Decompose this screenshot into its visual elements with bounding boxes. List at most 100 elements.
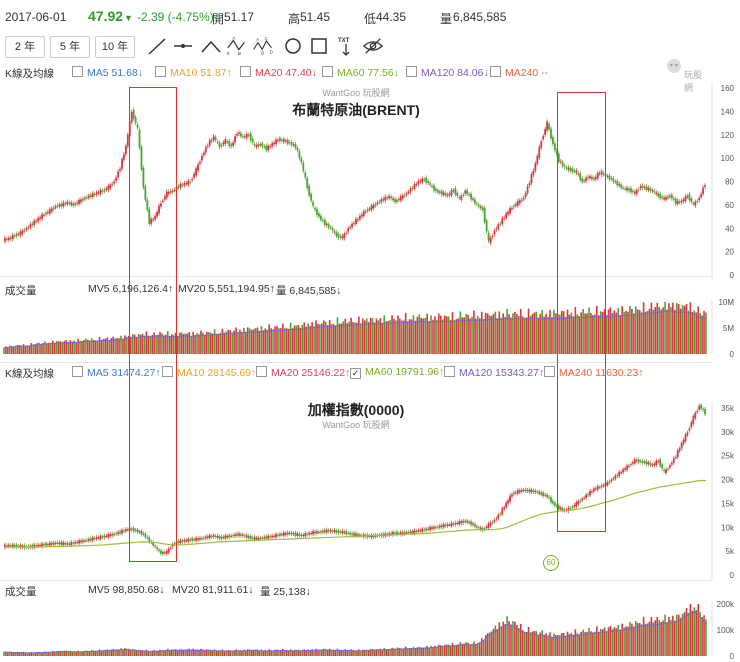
- taiex-ma10-toggle[interactable]: MA10 28145.69↑: [162, 366, 256, 379]
- volume-bar: [496, 318, 499, 354]
- checkbox[interactable]: [444, 366, 455, 377]
- candle: [409, 531, 412, 534]
- taiex-ma5-toggle[interactable]: MA5 31474.27↑: [72, 366, 161, 379]
- candle: [639, 186, 642, 189]
- candle: [101, 190, 104, 192]
- horizontal-line-icon[interactable]: [172, 34, 194, 58]
- candle: [298, 151, 301, 159]
- volume-bar: [149, 651, 152, 656]
- candle: [598, 172, 601, 174]
- candle: [72, 203, 75, 206]
- abcd-pattern-icon[interactable]: A0 B: [226, 34, 248, 58]
- volume-bar: [147, 335, 150, 354]
- volume-bar: [172, 335, 175, 354]
- volume-bar: [311, 649, 313, 656]
- brent-ma10-toggle[interactable]: MA10 51.87↑: [155, 66, 232, 79]
- volume-bar: [338, 323, 341, 354]
- volume-bar: [514, 311, 516, 354]
- checkbox[interactable]: [544, 366, 555, 377]
- range-2y-button[interactable]: 2 年: [5, 36, 45, 58]
- taiex-ma10-label: MA10 28145.69↑: [177, 367, 257, 379]
- rectangle-tool-icon[interactable]: [308, 34, 330, 58]
- taiex-ma60-toggle[interactable]: ✓ MA60 19791.96↑: [350, 366, 444, 379]
- candle: [536, 491, 539, 493]
- volume-bar: [644, 624, 647, 656]
- volume-bar: [63, 650, 66, 656]
- volume-bar: [239, 329, 241, 354]
- candle: [160, 203, 162, 207]
- taiex-ma240-toggle[interactable]: MA240 11630.23↑: [544, 366, 643, 379]
- candle: [255, 537, 258, 540]
- volume-bar: [601, 311, 604, 354]
- candle: [530, 489, 533, 493]
- candle: [236, 533, 238, 536]
- candle: [550, 128, 552, 139]
- checkbox[interactable]: [322, 66, 333, 77]
- checkbox[interactable]: [490, 66, 501, 77]
- volume-bar: [689, 604, 692, 656]
- candle: [232, 535, 235, 537]
- range-5y-button[interactable]: 5 年: [50, 36, 90, 58]
- brent-ma60-toggle[interactable]: MA60 77.56↓: [322, 66, 399, 79]
- checkbox[interactable]: [72, 366, 83, 377]
- volume-bar: [184, 333, 187, 354]
- candle: [637, 459, 640, 463]
- brent-ma120-toggle[interactable]: MA120 84.06↓: [406, 66, 489, 79]
- taiex-ma20-toggle[interactable]: MA20 25146.22↑: [256, 366, 350, 379]
- volume-bar: [566, 309, 569, 354]
- checkbox[interactable]: [72, 66, 83, 77]
- volume-bar: [635, 620, 637, 656]
- candle: [257, 537, 260, 540]
- hide-drawings-icon[interactable]: [362, 34, 384, 58]
- candle: [374, 204, 377, 206]
- volume-bar: [352, 650, 354, 656]
- volume-bar: [586, 313, 588, 354]
- candle: [21, 230, 24, 234]
- volume-bar: [467, 642, 469, 656]
- line-tool-icon[interactable]: [146, 34, 168, 58]
- volume-bar: [666, 309, 668, 354]
- volume-bar: [315, 648, 317, 656]
- brent-ma240-toggle[interactable]: MA240 --: [490, 66, 548, 79]
- candle: [380, 199, 383, 203]
- volume-bar: [165, 334, 167, 354]
- volume-bar: [504, 316, 506, 354]
- volume-bar: [44, 341, 46, 354]
- circle-tool-icon[interactable]: [282, 34, 304, 58]
- candle: [312, 202, 314, 206]
- brent-ma20-toggle[interactable]: MA20 47.40↓: [240, 66, 317, 79]
- volume-bar: [313, 326, 315, 354]
- low-value: 44.35: [376, 10, 407, 24]
- taiex-ma120-toggle[interactable]: MA120 15343.27↑: [444, 366, 544, 379]
- volume-bar: [206, 331, 208, 354]
- checkbox[interactable]: [240, 66, 251, 77]
- checkbox[interactable]: [256, 366, 267, 377]
- candle: [123, 154, 125, 160]
- angle-tool-icon[interactable]: [200, 34, 222, 58]
- checkbox[interactable]: [406, 66, 417, 77]
- volume-bar: [404, 313, 407, 354]
- candle: [544, 128, 547, 135]
- checkbox[interactable]: [162, 366, 173, 377]
- volume-bar: [492, 313, 495, 354]
- checkbox-checked[interactable]: ✓: [350, 368, 361, 379]
- volume-bar: [615, 312, 618, 354]
- volume-bar: [399, 648, 401, 656]
- candle: [622, 469, 625, 473]
- range-10y-button[interactable]: 10 年: [95, 36, 135, 58]
- ma60-badge[interactable]: 60: [543, 555, 559, 571]
- abcde-pattern-icon[interactable]: A CB D: [252, 34, 274, 58]
- text-tool-icon[interactable]: TXT: [335, 34, 357, 58]
- volume-bar: [646, 623, 649, 656]
- volume-bar: [268, 649, 270, 656]
- volume-bar: [133, 334, 136, 354]
- candle: [635, 460, 638, 462]
- volume-bar: [258, 650, 261, 656]
- candle: [522, 197, 525, 200]
- brent-ma5-toggle[interactable]: MA5 51.68↓: [72, 66, 143, 79]
- checkbox[interactable]: [155, 66, 166, 77]
